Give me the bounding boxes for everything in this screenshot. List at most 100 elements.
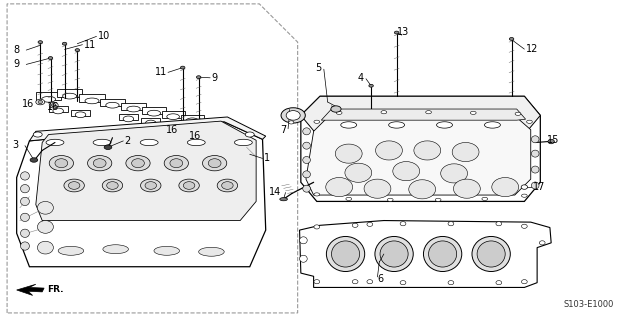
- Ellipse shape: [335, 144, 362, 163]
- Ellipse shape: [303, 128, 310, 135]
- Ellipse shape: [106, 102, 119, 108]
- Ellipse shape: [484, 122, 500, 128]
- Ellipse shape: [448, 222, 454, 226]
- Polygon shape: [29, 117, 266, 141]
- Ellipse shape: [409, 180, 436, 199]
- Ellipse shape: [164, 124, 175, 130]
- Ellipse shape: [55, 159, 68, 168]
- Ellipse shape: [326, 236, 365, 271]
- Text: 13: 13: [397, 27, 409, 36]
- Polygon shape: [301, 96, 540, 134]
- Ellipse shape: [49, 102, 58, 108]
- Text: 12: 12: [525, 44, 538, 54]
- Ellipse shape: [336, 111, 342, 115]
- Ellipse shape: [400, 281, 406, 285]
- Ellipse shape: [188, 139, 205, 146]
- Ellipse shape: [88, 156, 112, 171]
- Text: 17: 17: [533, 182, 546, 192]
- Ellipse shape: [103, 245, 129, 254]
- Ellipse shape: [20, 213, 29, 221]
- Ellipse shape: [123, 116, 134, 122]
- Text: 11: 11: [154, 68, 167, 77]
- Ellipse shape: [221, 182, 233, 189]
- Ellipse shape: [154, 246, 179, 255]
- Ellipse shape: [522, 280, 527, 284]
- Ellipse shape: [367, 280, 372, 284]
- Ellipse shape: [20, 229, 29, 237]
- Ellipse shape: [145, 120, 156, 126]
- Ellipse shape: [540, 241, 545, 245]
- Ellipse shape: [234, 139, 252, 146]
- Polygon shape: [141, 118, 161, 124]
- Text: 16: 16: [22, 99, 34, 109]
- Ellipse shape: [414, 141, 441, 160]
- Ellipse shape: [186, 118, 198, 124]
- Ellipse shape: [42, 96, 56, 102]
- Ellipse shape: [38, 41, 42, 44]
- Ellipse shape: [107, 182, 118, 189]
- Ellipse shape: [187, 126, 191, 130]
- Text: 1: 1: [264, 153, 270, 164]
- Ellipse shape: [352, 223, 358, 228]
- Ellipse shape: [183, 182, 195, 189]
- Ellipse shape: [531, 136, 539, 143]
- Polygon shape: [122, 103, 146, 110]
- Ellipse shape: [64, 179, 84, 192]
- Ellipse shape: [33, 132, 42, 137]
- Polygon shape: [79, 94, 105, 102]
- Ellipse shape: [531, 182, 539, 189]
- Polygon shape: [200, 119, 223, 125]
- Text: 7: 7: [280, 125, 287, 135]
- Ellipse shape: [58, 246, 84, 255]
- Ellipse shape: [281, 108, 305, 123]
- Ellipse shape: [93, 139, 111, 146]
- Ellipse shape: [332, 241, 360, 267]
- Ellipse shape: [170, 159, 182, 168]
- Ellipse shape: [380, 241, 408, 267]
- Ellipse shape: [522, 224, 527, 228]
- Ellipse shape: [62, 42, 67, 45]
- Ellipse shape: [76, 112, 86, 118]
- Ellipse shape: [180, 66, 185, 69]
- Ellipse shape: [208, 159, 221, 168]
- Polygon shape: [142, 107, 166, 114]
- Polygon shape: [71, 110, 90, 116]
- Polygon shape: [306, 119, 531, 195]
- Ellipse shape: [436, 122, 452, 128]
- Ellipse shape: [179, 179, 199, 192]
- Ellipse shape: [37, 220, 53, 233]
- Ellipse shape: [515, 112, 521, 116]
- Ellipse shape: [387, 198, 393, 201]
- Ellipse shape: [75, 49, 79, 52]
- Ellipse shape: [369, 84, 373, 87]
- Text: 16: 16: [166, 125, 178, 135]
- Ellipse shape: [448, 281, 454, 285]
- Ellipse shape: [314, 193, 320, 196]
- Ellipse shape: [245, 132, 254, 137]
- Ellipse shape: [381, 111, 387, 114]
- Ellipse shape: [452, 142, 479, 162]
- Polygon shape: [180, 116, 204, 122]
- Ellipse shape: [346, 197, 351, 200]
- Polygon shape: [49, 106, 68, 112]
- Ellipse shape: [289, 121, 294, 124]
- Ellipse shape: [37, 201, 53, 214]
- Text: 9: 9: [13, 60, 20, 69]
- Ellipse shape: [364, 179, 391, 198]
- Ellipse shape: [205, 122, 218, 127]
- Ellipse shape: [49, 156, 74, 171]
- Ellipse shape: [522, 194, 527, 197]
- Polygon shape: [300, 220, 551, 287]
- Ellipse shape: [30, 158, 38, 162]
- Ellipse shape: [303, 156, 310, 164]
- Text: FR.: FR.: [47, 284, 63, 293]
- Ellipse shape: [127, 106, 140, 112]
- Ellipse shape: [496, 281, 502, 285]
- Ellipse shape: [280, 197, 287, 201]
- Text: 2: 2: [125, 136, 131, 146]
- Ellipse shape: [527, 120, 532, 123]
- Ellipse shape: [20, 172, 29, 180]
- Ellipse shape: [187, 128, 198, 133]
- Ellipse shape: [51, 104, 56, 107]
- Ellipse shape: [375, 236, 413, 271]
